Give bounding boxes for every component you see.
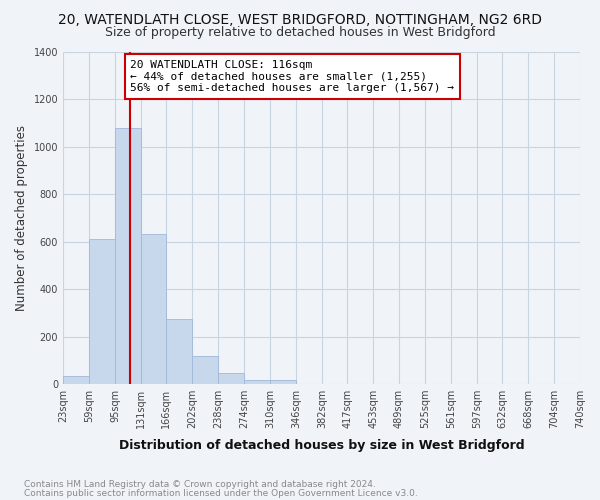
- Text: Contains public sector information licensed under the Open Government Licence v3: Contains public sector information licen…: [24, 488, 418, 498]
- Y-axis label: Number of detached properties: Number of detached properties: [15, 125, 28, 311]
- Bar: [192, 356, 218, 384]
- Bar: [141, 234, 166, 384]
- Bar: [89, 239, 115, 384]
- Bar: [244, 380, 270, 384]
- Bar: [115, 128, 141, 384]
- Text: Size of property relative to detached houses in West Bridgford: Size of property relative to detached ho…: [104, 26, 496, 39]
- X-axis label: Distribution of detached houses by size in West Bridgford: Distribution of detached houses by size …: [119, 440, 524, 452]
- Text: Contains HM Land Registry data © Crown copyright and database right 2024.: Contains HM Land Registry data © Crown c…: [24, 480, 376, 489]
- Bar: [63, 376, 89, 384]
- Bar: [270, 380, 296, 384]
- Bar: [218, 374, 244, 384]
- Text: 20 WATENDLATH CLOSE: 116sqm
← 44% of detached houses are smaller (1,255)
56% of : 20 WATENDLATH CLOSE: 116sqm ← 44% of det…: [130, 60, 454, 93]
- Text: 20, WATENDLATH CLOSE, WEST BRIDGFORD, NOTTINGHAM, NG2 6RD: 20, WATENDLATH CLOSE, WEST BRIDGFORD, NO…: [58, 12, 542, 26]
- Bar: [166, 318, 192, 384]
